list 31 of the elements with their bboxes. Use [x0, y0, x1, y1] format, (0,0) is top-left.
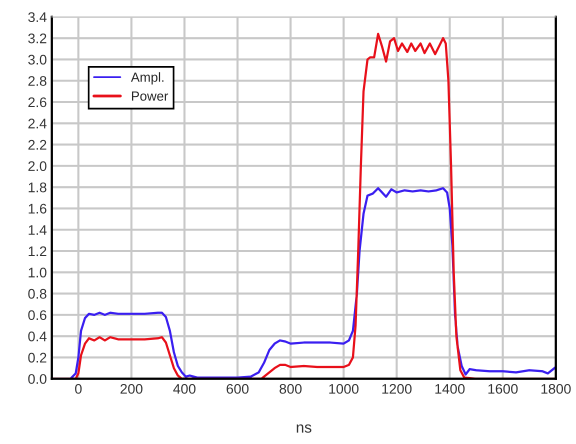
x-tick-label: 400: [173, 384, 196, 394]
y-tick-label: 1.6: [28, 204, 46, 214]
y-tick-label: 2.6: [28, 97, 46, 108]
y-tick-label: 1.2: [28, 246, 46, 256]
y-tick-label: 0.8: [28, 288, 46, 299]
x-tick-label: 200: [120, 384, 142, 394]
x-axis-title: ns: [296, 424, 312, 433]
legend-label: Ampl.: [130, 72, 164, 84]
y-tick-label: 1.0: [28, 268, 46, 278]
y-tick-label: 1.8: [28, 182, 46, 192]
x-tick-label: 800: [280, 384, 302, 394]
y-tick-label: 3.4: [28, 12, 47, 22]
x-tick-label: 1000: [329, 384, 359, 394]
y-tick-label: 3.2: [28, 33, 46, 44]
y-tick-label: 0.4: [28, 331, 47, 342]
x-tick-label: 1800: [541, 384, 571, 394]
x-tick-label: 1200: [382, 384, 412, 394]
y-tick-label: 2.2: [28, 140, 46, 150]
y-tick-label: 0.2: [28, 352, 46, 363]
x-tick-label: 0: [75, 384, 82, 394]
x-tick-label: 1400: [435, 384, 465, 394]
y-tick-label: 0.0: [28, 374, 46, 384]
x-tick-label: 600: [226, 384, 249, 394]
x-tick-label: 1600: [488, 384, 518, 394]
y-tick-label: 2.0: [28, 161, 46, 172]
y-tick-label: 2.4: [28, 118, 47, 128]
y-tick-label: 0.6: [28, 310, 46, 320]
y-tick-label: 1.4: [28, 225, 47, 235]
legend-label: Power: [132, 92, 168, 101]
y-tick-label: 2.8: [28, 76, 46, 86]
y-tick-label: 3.0: [28, 54, 46, 65]
